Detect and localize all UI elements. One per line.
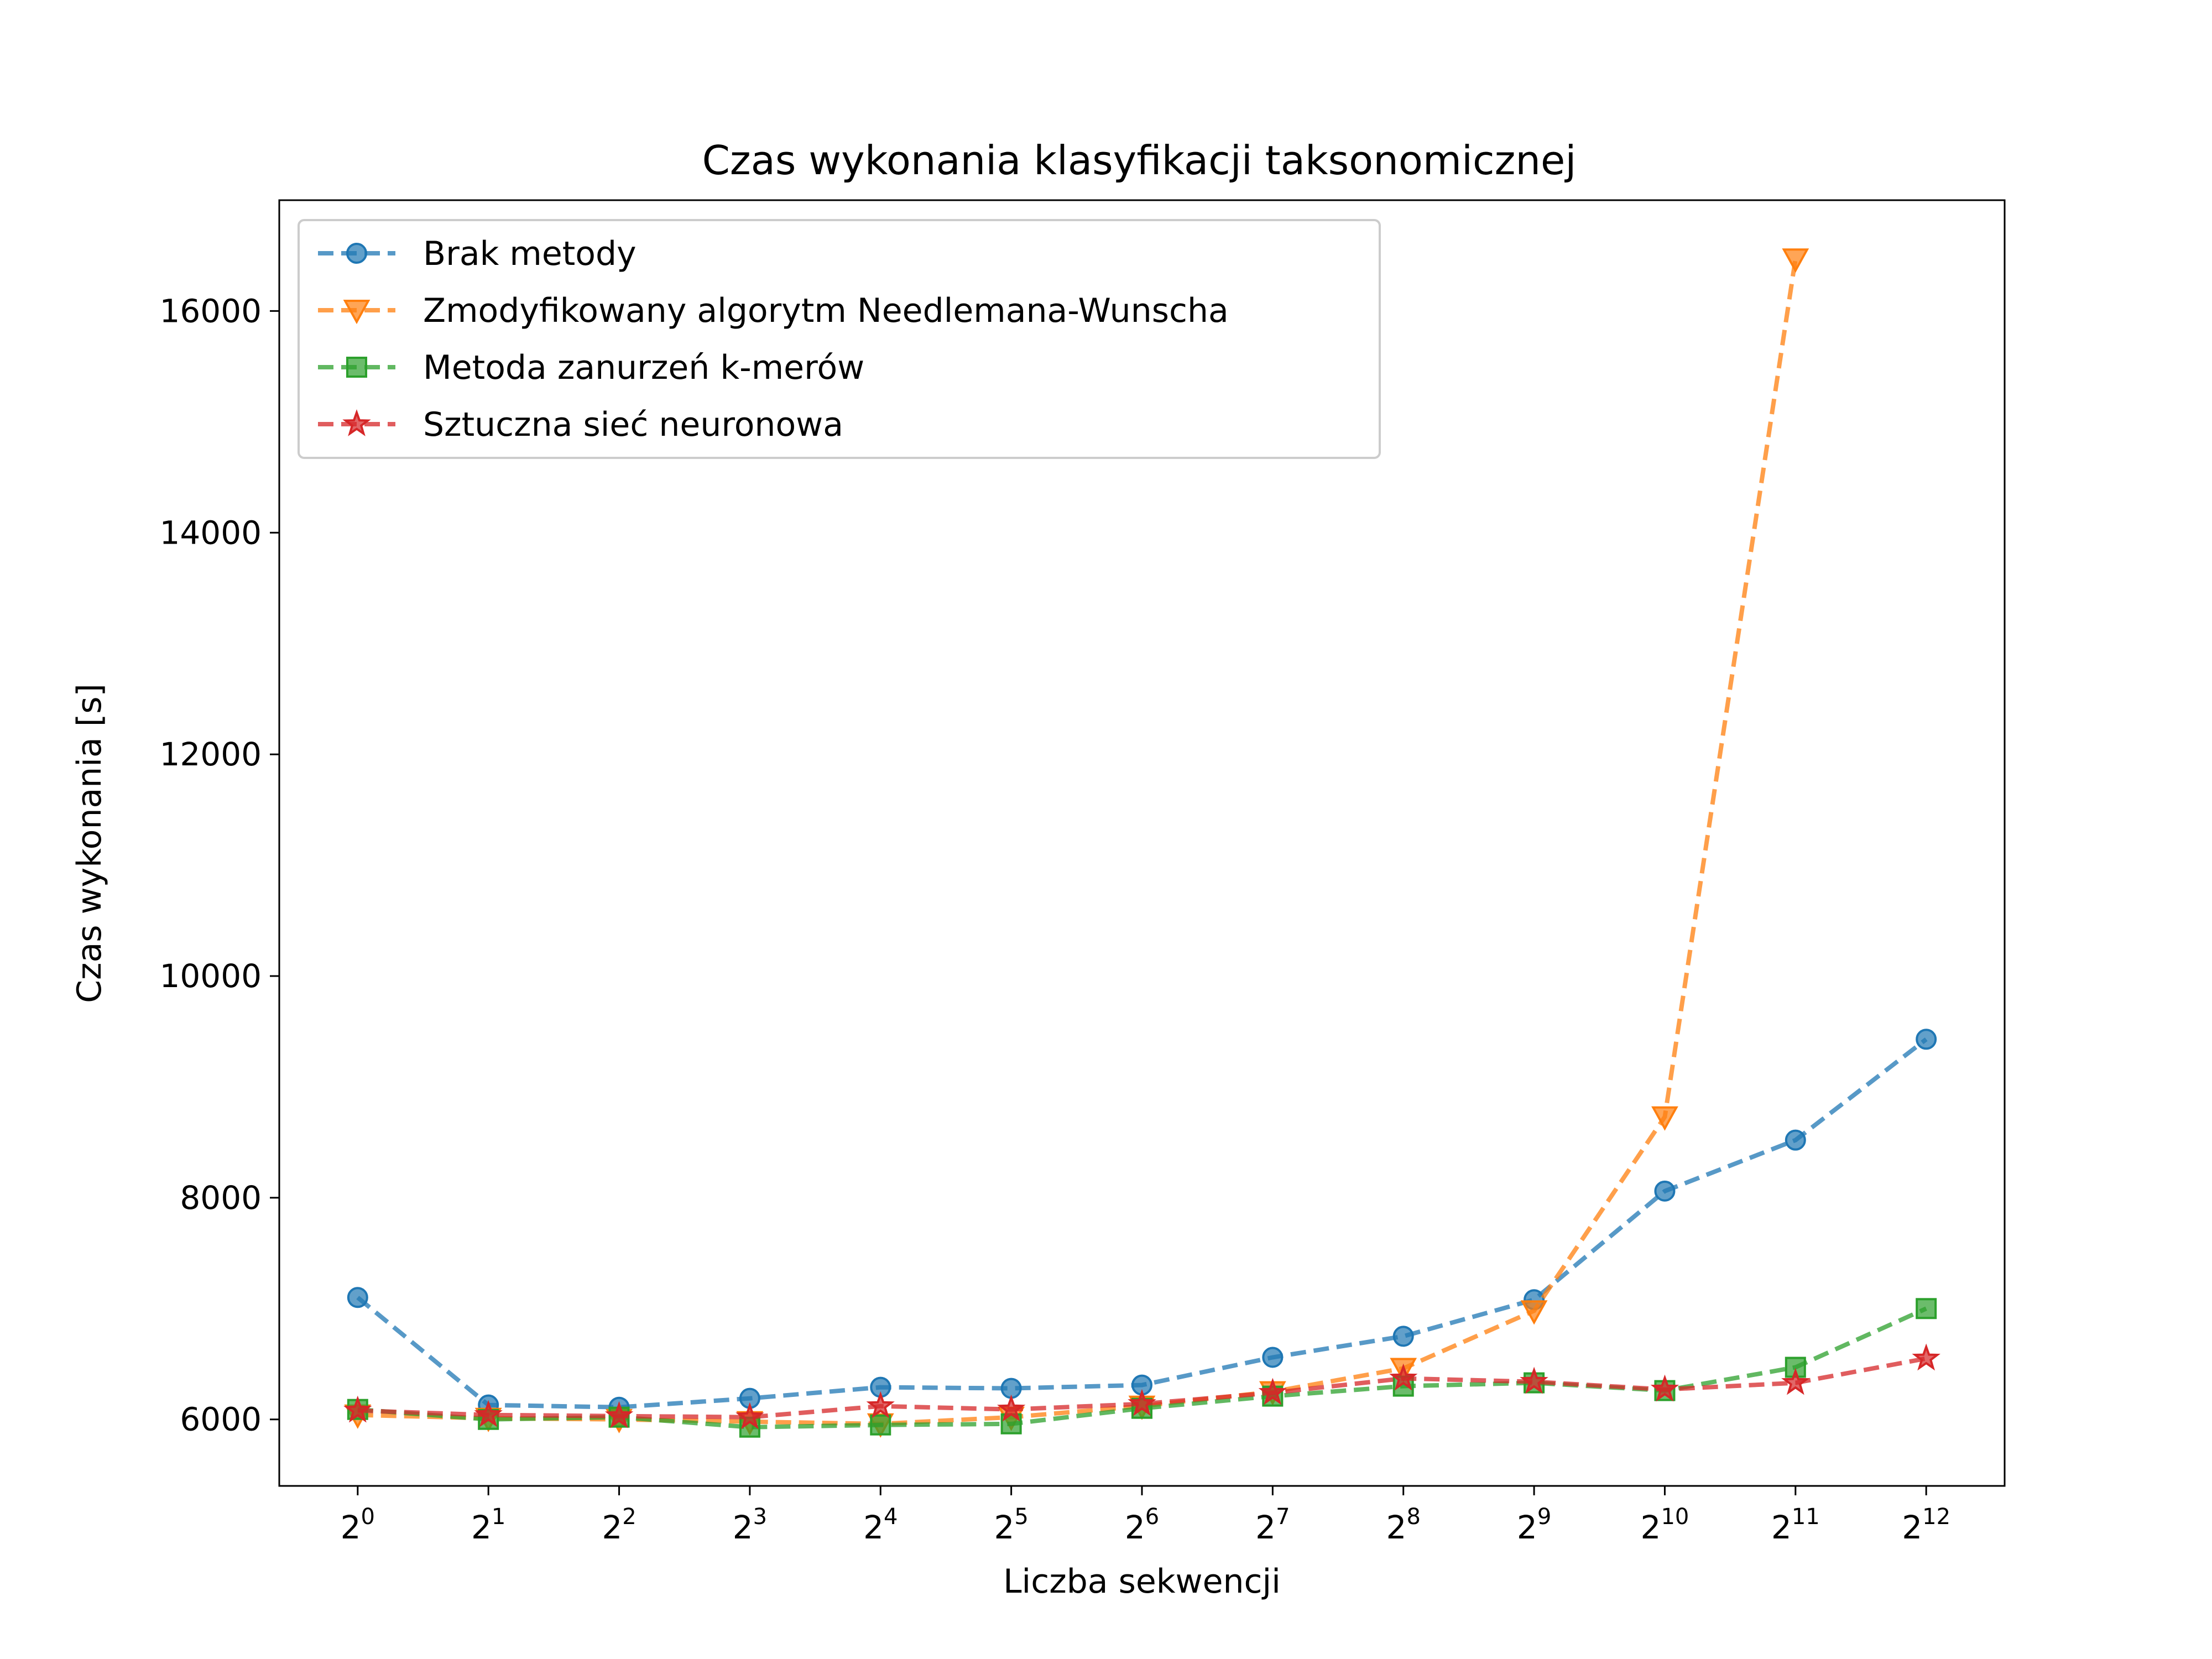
data-point — [1654, 1180, 1676, 1202]
data-point — [1785, 1129, 1806, 1151]
y-tick-label: 6000 — [180, 1401, 262, 1438]
legend-label: Sztuczna sieć neuronowa — [423, 405, 843, 444]
data-point — [866, 1391, 895, 1418]
x-tick-label: 26 — [1125, 1504, 1159, 1546]
y-tick-label: 10000 — [159, 957, 262, 995]
data-point — [1392, 1326, 1414, 1347]
chart-title: Czas wykonania klasyfikacji taksonomiczn… — [702, 137, 1577, 184]
data-point — [1781, 1368, 1810, 1395]
legend-marker — [346, 357, 367, 378]
data-point — [1262, 1347, 1284, 1368]
series-4 — [343, 1343, 1940, 1430]
legend-label: Zmodyfikowany algorytm Needlemana-Wunsch… — [423, 291, 1229, 330]
legend-frame — [298, 219, 1381, 459]
x-tick-label: 27 — [1255, 1504, 1290, 1546]
data-point — [870, 1414, 891, 1436]
x-tick-label: 23 — [733, 1504, 767, 1546]
legend-label: Brak metody — [423, 234, 637, 273]
data-point — [1520, 1366, 1548, 1394]
plot-area-frame — [278, 199, 2006, 1487]
x-tick-label: 25 — [994, 1504, 1028, 1546]
y-tick-label: 12000 — [159, 735, 262, 773]
data-point — [347, 1287, 368, 1308]
x-axis-ticks: 20 21 22 23 24 25 26 27 28 29 210 211 212 — [341, 1486, 1950, 1546]
x-tick-label: 212 — [1902, 1504, 1950, 1546]
data-point — [1782, 248, 1809, 273]
data-point — [604, 1401, 634, 1428]
data-point — [343, 1395, 372, 1423]
x-tick-label: 28 — [1386, 1504, 1421, 1546]
data-point — [1651, 1106, 1678, 1131]
y-axis-ticks: 6000 8000 10000 12000 14000 16000 — [159, 292, 279, 1438]
y-tick-label: 14000 — [159, 514, 262, 551]
x-tick-label: 20 — [341, 1504, 375, 1546]
legend-item: Metoda zanurzeń k-merów — [318, 348, 864, 387]
data-point — [1520, 1300, 1548, 1325]
x-tick-label: 211 — [1771, 1504, 1820, 1546]
y-tick-label: 16000 — [159, 292, 262, 330]
legend-item: Brak metody — [318, 234, 637, 273]
legend-label: Metoda zanurzeń k-merów — [423, 348, 864, 387]
plot-series — [343, 248, 1940, 1438]
x-tick-label: 210 — [1641, 1504, 1689, 1546]
legend-item: Zmodyfikowany algorytm Needlemana-Wunsch… — [318, 291, 1229, 330]
y-axis-label: Czas wykonania [s] — [70, 684, 109, 1003]
legend: Brak metody Zmodyfikowany algorytm Needle… — [298, 219, 1381, 459]
data-point — [1912, 1343, 1940, 1371]
legend-item: Sztuczna sieć neuronowa — [318, 405, 843, 444]
data-point — [474, 1400, 503, 1427]
x-tick-label: 24 — [863, 1504, 898, 1546]
legend-marker — [342, 409, 371, 436]
legend-marker — [346, 243, 367, 264]
data-point — [1650, 1374, 1679, 1402]
x-axis-label: Liczba sekwencji — [1003, 1562, 1281, 1601]
data-point — [1389, 1363, 1418, 1391]
x-tick-label: 21 — [471, 1504, 505, 1546]
data-point — [1916, 1029, 1937, 1050]
y-tick-label: 8000 — [180, 1179, 262, 1217]
x-tick-label: 29 — [1517, 1504, 1551, 1546]
data-point — [1128, 1389, 1156, 1416]
data-point — [735, 1402, 764, 1430]
data-point — [1916, 1298, 1937, 1319]
data-point — [1258, 1378, 1287, 1405]
data-point — [997, 1394, 1026, 1422]
x-tick-label: 22 — [602, 1504, 636, 1546]
legend-marker — [343, 300, 371, 325]
